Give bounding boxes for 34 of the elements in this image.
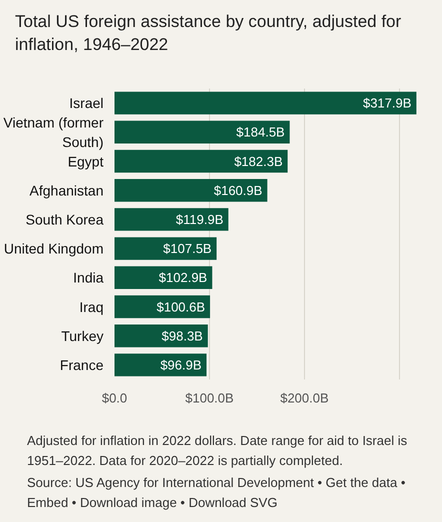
chart-title: Total US foreign assistance by country, adjusted for inflation, 1946–2022	[15, 11, 402, 56]
bar	[114, 179, 268, 202]
y-tick-label: Turkey	[61, 328, 104, 344]
y-tick-label: Iraq	[79, 298, 104, 315]
data-label: $100.6B	[156, 299, 206, 314]
data-label: $119.9B	[176, 212, 224, 227]
y-tick-label: Israel	[69, 95, 104, 112]
y-tick-label: France	[60, 356, 104, 373]
data-label: $182.3B	[234, 154, 283, 169]
data-label: $160.9B	[214, 182, 262, 198]
x-tick-label: $100.0B	[185, 390, 234, 406]
y-tick-label: India	[73, 270, 104, 286]
data-label: $96.9B	[160, 357, 202, 372]
y-tick-label: South Korea	[26, 211, 104, 228]
y-tick-label: United Kingdom	[4, 240, 104, 257]
bar	[114, 92, 416, 114]
x-tick-label: $0.0	[102, 390, 128, 406]
data-label: $317.9B	[362, 96, 412, 111]
bar	[114, 120, 290, 144]
y-tick-label: Afghanistan	[30, 182, 104, 198]
data-label: $184.5B	[236, 124, 285, 140]
text: Adjusted for inflation in 2022 dollars. Date range for aid to Israel is 1951–2022. Data for 2020–2022 is partially completed.	[27, 432, 408, 470]
y-tick-label: Egypt	[68, 153, 104, 170]
bar	[114, 150, 288, 173]
y-tick-label: Vietnam (former South)	[3, 114, 104, 150]
bar	[114, 354, 207, 376]
bar	[114, 237, 217, 260]
bar	[114, 324, 208, 348]
source-note: Source: US Agency for International Development • Get the data • Embed • Download image • Download SVG	[27, 474, 406, 512]
data-label: $107.5B	[163, 241, 212, 256]
data-label: $102.9B	[158, 270, 208, 286]
x-tick-label: $200.0B	[280, 390, 329, 406]
bar	[114, 208, 228, 231]
data-label: $98.3B	[162, 328, 203, 344]
